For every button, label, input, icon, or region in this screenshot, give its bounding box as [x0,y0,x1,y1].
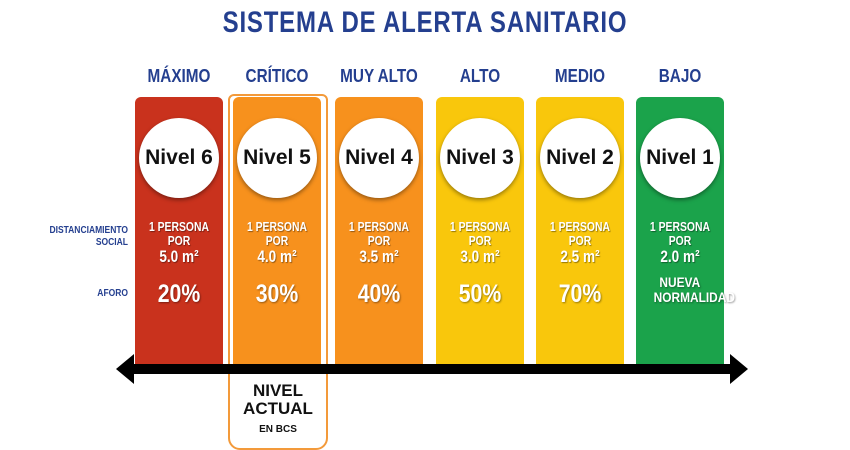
distancing-text: 1 PERSONA POR [148,219,210,248]
capacity-value: NUEVA NORMALIDAD [653,274,736,305]
distancing-area: 2.0 m² [660,247,700,266]
distancing-text: 1 PERSONA POR [348,219,410,248]
current-line2: ACTUAL [243,399,313,418]
distancing-area: 5.0 m² [159,247,199,266]
current-level-label: NIVEL ACTUAL EN BCS [228,381,328,436]
current-line3: EN BCS [259,424,297,435]
level-badge: Nivel 4 [339,118,419,198]
capacity-value: 20% [157,280,201,308]
distancing-value: 1 PERSONA POR 2.0 m² [645,220,715,266]
category-label: MÁXIMO [147,66,211,86]
page-title: SISTEMA DE ALERTA SANITARIO [222,6,628,39]
current-level-highlight [228,94,328,450]
level-column: Nivel 2 1 PERSONA POR 2.5 m² 70% [536,97,624,365]
distancing-text: 1 PERSONA POR [449,219,511,248]
level-badge: Nivel 5 [237,118,317,198]
distancing-value: 1 PERSONA POR 4.0 m² [242,220,312,266]
current-line1: NIVEL [252,381,304,400]
level-column: Nivel 5 1 PERSONA POR 4.0 m² 30% [233,97,321,365]
category-label: CRÍTICO [245,66,309,86]
category-label: BAJO [658,66,702,86]
distancing-text: 1 PERSONA POR [649,219,711,248]
scale-arrow [130,364,732,374]
category-label: MUY ALTO [340,66,418,86]
distancing-value: 1 PERSONA POR 3.5 m² [344,220,414,266]
capacity-value: 50% [458,280,502,308]
capacity-label: AFORO [97,288,128,299]
distancing-area: 3.5 m² [359,247,399,266]
capacity-value: 40% [357,280,401,308]
level-badge: Nivel 2 [540,118,620,198]
category-label: ALTO [459,66,501,86]
level-badge: Nivel 3 [440,118,520,198]
distancing-area: 2.5 m² [560,247,600,266]
level-column: Nivel 4 1 PERSONA POR 3.5 m² 40% [335,97,423,365]
capacity-value: 70% [558,280,602,308]
distancing-value: 1 PERSONA POR 2.5 m² [545,220,615,266]
distancing-area: 3.0 m² [460,247,500,266]
arrow-left-icon [116,354,134,384]
distancing-area: 4.0 m² [257,247,297,266]
level-column: Nivel 3 1 PERSONA POR 3.0 m² 50% [436,97,524,365]
distancing-label: DISTANCIAMIENTO SOCIAL [49,225,128,248]
distancing-text: 1 PERSONA POR [246,219,308,248]
distancing-text: 1 PERSONA POR [549,219,611,248]
level-column: Nivel 1 1 PERSONA POR 2.0 m² NUEVA NORMA… [636,97,736,365]
level-badge: Nivel 6 [139,118,219,198]
capacity-value: 30% [255,280,299,308]
level-badge: Nivel 1 [640,118,720,198]
arrow-right-icon [730,354,748,384]
category-label: MEDIO [554,66,606,86]
level-column: Nivel 6 1 PERSONA POR 5.0 m² 20% [135,97,223,365]
distancing-value: 1 PERSONA POR 5.0 m² [144,220,214,266]
distancing-value: 1 PERSONA POR 3.0 m² [445,220,515,266]
